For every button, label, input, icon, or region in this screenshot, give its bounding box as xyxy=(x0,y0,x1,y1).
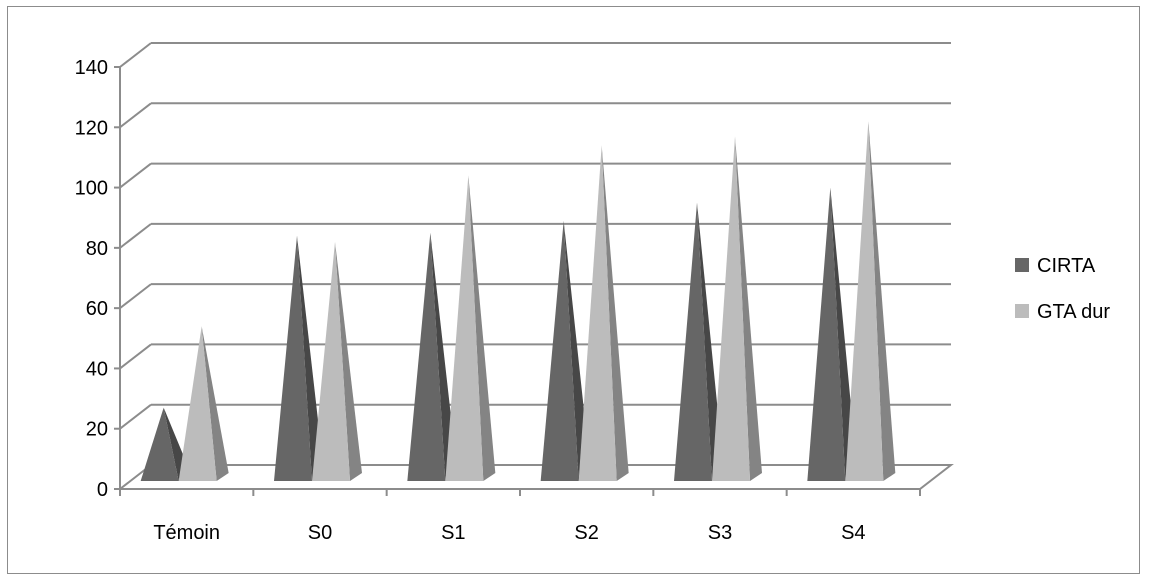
gridline-side xyxy=(119,162,152,189)
pyramid-front-face xyxy=(674,202,712,481)
x-tick-label: S2 xyxy=(574,522,598,544)
x-tick-label: S0 xyxy=(308,522,332,544)
x-tick-label: S3 xyxy=(708,522,732,544)
pyramids xyxy=(140,121,896,482)
y-tick-label: 0 xyxy=(97,479,108,501)
axes xyxy=(114,66,921,496)
x-tick-label: S1 xyxy=(441,522,465,544)
y-tick-label: 40 xyxy=(86,358,108,380)
pyramid-front-face xyxy=(578,145,617,481)
pyramid-mark xyxy=(712,136,762,482)
pyramid-mark xyxy=(578,145,629,481)
pyramid-mark xyxy=(845,121,896,481)
legend-swatch xyxy=(1015,258,1029,272)
pyramid-front-face xyxy=(445,175,484,481)
gridline-side xyxy=(119,102,152,129)
pyramid-front-face xyxy=(140,407,179,481)
pyramid-front-face xyxy=(540,220,579,481)
y-axis-tick-labels: 0 20 40 60 80 100 120 140 xyxy=(75,57,108,501)
y-tick-label: 100 xyxy=(75,178,108,200)
pyramid-mark xyxy=(274,235,324,481)
legend-swatch xyxy=(1015,304,1029,318)
pyramid-mark xyxy=(312,241,362,481)
gridline-side xyxy=(119,42,152,68)
legend: CIRTA GTA dur xyxy=(1015,255,1110,323)
y-tick-label: 120 xyxy=(75,117,108,139)
pyramid-side-face xyxy=(601,145,629,481)
gridline-side xyxy=(119,223,152,249)
x-axis-tick-labels: Témoin S0 S1 S2 S3 S4 xyxy=(153,522,865,544)
pyramid-mark xyxy=(445,175,496,481)
pyramid-front-face xyxy=(407,232,446,481)
y-tick-label: 80 xyxy=(86,238,108,260)
legend-label: GTA dur xyxy=(1037,301,1110,323)
pyramid-mark xyxy=(178,326,229,481)
pyramid-front-face xyxy=(712,136,750,482)
gridline-side xyxy=(119,343,152,370)
pyramid-side-face xyxy=(201,326,229,481)
gridline-side xyxy=(119,283,152,309)
x-tick-label: S4 xyxy=(841,522,865,544)
y-tick-label: 60 xyxy=(86,298,108,320)
pyramid-side-face xyxy=(468,175,496,481)
pyramid-front-face xyxy=(178,326,217,481)
x-tick-label: Témoin xyxy=(153,522,220,544)
pyramid-side-face xyxy=(335,241,362,481)
pyramid-side-face xyxy=(297,235,324,481)
y-tick-label: 140 xyxy=(75,57,108,79)
gridlines xyxy=(119,42,951,430)
pyramid-front-face xyxy=(274,235,312,481)
y-tick-label: 20 xyxy=(86,419,108,441)
gridline-side xyxy=(119,403,152,430)
legend-label: CIRTA xyxy=(1037,255,1096,277)
pyramid-side-face xyxy=(868,121,896,481)
pyramid-front-face xyxy=(312,241,350,481)
pyramid-side-face xyxy=(735,136,762,482)
pyramid-front-face xyxy=(845,121,884,481)
pyramid-front-face xyxy=(807,187,846,482)
